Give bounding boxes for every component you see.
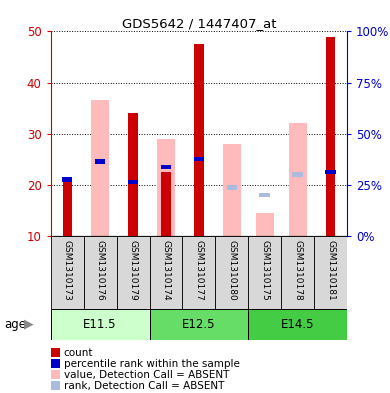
Text: percentile rank within the sample: percentile rank within the sample bbox=[64, 358, 239, 369]
Bar bbox=[183, 236, 215, 309]
Bar bbox=[149, 309, 248, 340]
Bar bbox=[193, 157, 204, 162]
Bar bbox=[117, 236, 149, 309]
Bar bbox=[223, 144, 241, 236]
Text: GSM1310179: GSM1310179 bbox=[129, 241, 138, 301]
Bar bbox=[215, 236, 248, 309]
Bar bbox=[259, 193, 270, 197]
Bar bbox=[149, 236, 183, 309]
Bar bbox=[325, 170, 336, 174]
Bar bbox=[95, 160, 105, 164]
Text: GSM1310173: GSM1310173 bbox=[63, 241, 72, 301]
Bar bbox=[83, 236, 117, 309]
Bar bbox=[128, 113, 138, 236]
Text: E14.5: E14.5 bbox=[281, 318, 314, 331]
Text: GSM1310180: GSM1310180 bbox=[227, 241, 236, 301]
Text: GSM1310178: GSM1310178 bbox=[293, 241, 302, 301]
Bar bbox=[91, 100, 109, 236]
Bar bbox=[62, 180, 72, 236]
Text: rank, Detection Call = ABSENT: rank, Detection Call = ABSENT bbox=[64, 380, 224, 391]
Bar bbox=[161, 165, 171, 169]
Text: count: count bbox=[64, 347, 93, 358]
Bar bbox=[281, 236, 314, 309]
Text: ▶: ▶ bbox=[25, 318, 34, 331]
Text: value, Detection Call = ABSENT: value, Detection Call = ABSENT bbox=[64, 369, 229, 380]
Bar bbox=[292, 172, 303, 177]
Bar bbox=[51, 236, 83, 309]
Bar bbox=[314, 236, 347, 309]
Bar bbox=[256, 213, 274, 236]
Text: age: age bbox=[4, 318, 26, 331]
Bar bbox=[194, 44, 204, 236]
Bar bbox=[292, 172, 303, 177]
Bar bbox=[62, 177, 73, 182]
Bar bbox=[248, 236, 281, 309]
Bar bbox=[248, 309, 347, 340]
Text: GSM1310176: GSM1310176 bbox=[96, 241, 105, 301]
Text: GSM1310175: GSM1310175 bbox=[260, 241, 269, 301]
Bar bbox=[289, 123, 307, 236]
Text: E11.5: E11.5 bbox=[83, 318, 117, 331]
Bar bbox=[128, 180, 138, 184]
Text: E12.5: E12.5 bbox=[182, 318, 216, 331]
Text: GSM1310181: GSM1310181 bbox=[326, 241, 335, 301]
Text: GSM1310174: GSM1310174 bbox=[161, 241, 170, 301]
Bar bbox=[51, 309, 149, 340]
Text: GSM1310177: GSM1310177 bbox=[194, 241, 204, 301]
Bar bbox=[326, 37, 335, 236]
Title: GDS5642 / 1447407_at: GDS5642 / 1447407_at bbox=[122, 17, 276, 30]
Bar bbox=[227, 185, 237, 189]
Bar bbox=[157, 139, 175, 236]
Bar bbox=[161, 172, 170, 236]
